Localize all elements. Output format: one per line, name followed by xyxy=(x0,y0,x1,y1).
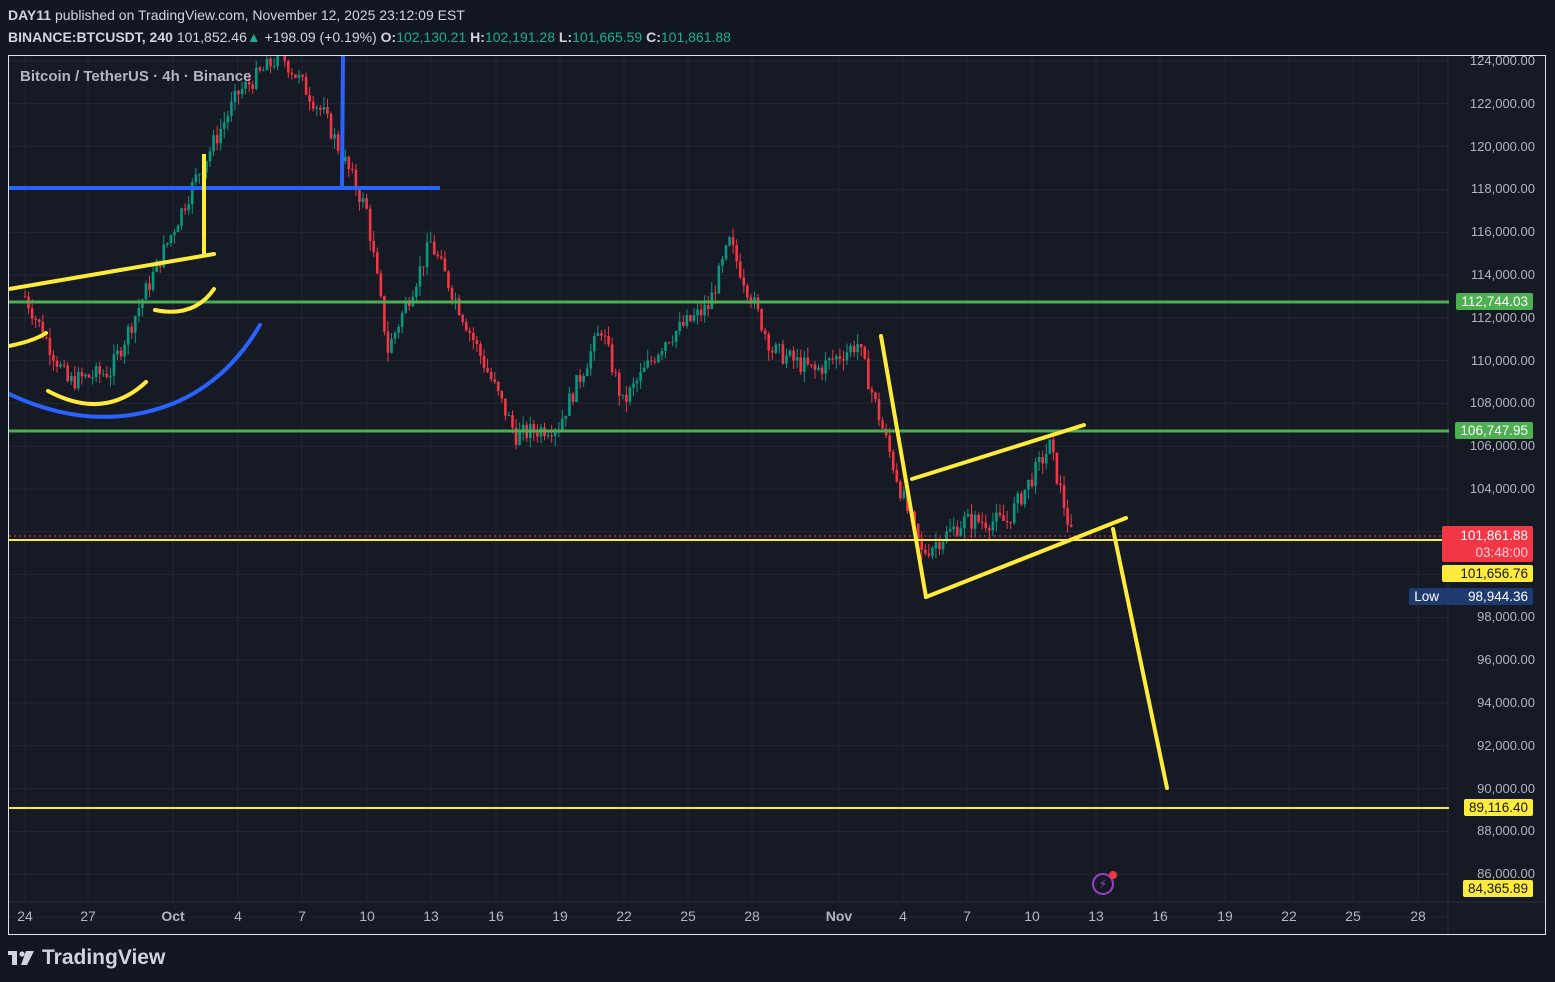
price-tag-106747: 106,747.95 xyxy=(1455,422,1533,439)
bar-countdown: 03:48:00 xyxy=(1475,545,1528,560)
yellow-arc-3 xyxy=(153,287,216,314)
open-label: O: xyxy=(380,29,397,45)
price-axis-tick: 124,000.00 xyxy=(1469,55,1535,68)
price-tag-84365: 84,365.89 xyxy=(1462,880,1533,897)
yellow-arc-2 xyxy=(46,380,148,407)
time-axis-tick: 16 xyxy=(1152,908,1168,924)
current-price-tag: 101,861.88 03:48:00 xyxy=(1442,526,1533,562)
price-axis-tick: 106,000.00 xyxy=(1469,438,1535,454)
low-value: 101,665.59 xyxy=(572,29,643,45)
time-axis-tick: Nov xyxy=(825,908,853,924)
time-axis-tick: 4 xyxy=(899,908,907,924)
close-value: 101,861.88 xyxy=(660,29,731,45)
price-axis-tick: 86,000.00 xyxy=(1477,866,1535,882)
time-axis-tick: 19 xyxy=(552,908,568,924)
price-axis-tick: 98,000.00 xyxy=(1477,609,1535,625)
time-axis-tick: 22 xyxy=(1281,908,1297,924)
price-axis-tick: 110,000.00 xyxy=(1470,352,1535,368)
yellow-arc-1 xyxy=(9,331,48,348)
chart-canvas[interactable] xyxy=(9,56,1546,935)
chart-legend-title[interactable]: Bitcoin / TetherUS · 4h · Binance xyxy=(20,68,252,85)
price-axis-tick: 104,000.00 xyxy=(1469,481,1535,496)
price-change: +198.09 (+0.19%) xyxy=(264,29,377,45)
lightning-alert-icon[interactable]: ⚡ xyxy=(1092,871,1117,895)
high-label: H: xyxy=(470,29,485,45)
price-axis-tick: 114,000.00 xyxy=(1470,267,1535,282)
time-axis-tick: 25 xyxy=(1345,908,1361,924)
price-tag-89116: 89,116.40 xyxy=(1463,799,1533,816)
price-axis-tick: 120,000.00 xyxy=(1469,138,1535,154)
time-axis-tick: 10 xyxy=(1024,908,1040,924)
last-price: 101,852.46 xyxy=(176,29,247,45)
time-axis-tick: 10 xyxy=(359,908,375,924)
grid-lines xyxy=(9,56,1448,918)
high-value: 102,191.28 xyxy=(484,29,556,45)
time-axis-tick: 7 xyxy=(298,908,306,924)
ohlc-bar: BINANCE:BTCUSDT, 240 101,852.46▲ +198.09… xyxy=(8,29,731,45)
blue-arc xyxy=(9,323,262,419)
time-axis-tick: 28 xyxy=(744,908,760,924)
low-label-tag: Low xyxy=(1409,588,1444,605)
price-axis-tick: 122,000.00 xyxy=(1469,95,1535,111)
time-axis-tick: 16 xyxy=(488,908,504,924)
chart-frame[interactable]: Bitcoin / TetherUS · 4h · Binance 124,00… xyxy=(8,55,1546,935)
time-axis-tick: 4 xyxy=(234,908,242,924)
price-tag-101656: 101,656.76 xyxy=(1442,565,1533,582)
price-axis-tick: 94,000.00 xyxy=(1477,695,1535,710)
blue-vertical-line xyxy=(340,56,345,187)
time-axis-tick: 28 xyxy=(1410,908,1426,924)
notification-dot xyxy=(1109,871,1117,879)
yellow-channel-upper xyxy=(910,423,1086,481)
tradingview-logo-icon xyxy=(8,951,34,965)
yellow-trendline-left xyxy=(9,252,216,291)
price-axis-tick: 90,000.00 xyxy=(1477,780,1535,796)
price-axis-tick: 92,000.00 xyxy=(1477,737,1535,753)
current-price-value: 101,861.88 xyxy=(1460,528,1528,543)
time-axis-tick: 27 xyxy=(80,908,96,924)
time-axis-tick: 22 xyxy=(616,908,632,924)
time-axis-tick: 19 xyxy=(1217,908,1233,924)
low-label: L: xyxy=(558,29,573,45)
brand-name: TradingView xyxy=(42,946,166,969)
price-axis-tick: 88,000.00 xyxy=(1477,823,1535,839)
price-axis-tick: 112,000.00 xyxy=(1470,309,1535,325)
tradingview-logo[interactable]: TradingView xyxy=(8,946,165,970)
price-axis-tick: 118,000.00 xyxy=(1470,181,1535,197)
time-axis-tick: Oct xyxy=(161,908,185,924)
price-tag-112744: 112,744.03 xyxy=(1456,293,1533,310)
time-axis-tick: 24 xyxy=(17,908,33,924)
open-value: 102,130.21 xyxy=(396,29,467,45)
close-label: C: xyxy=(646,29,661,45)
low-value-tag: 98,944.36 xyxy=(1442,588,1533,605)
price-axis-tick: 96,000.00 xyxy=(1477,652,1535,668)
time-axis-tick: 13 xyxy=(1088,908,1104,924)
price-axis-tick: 116,000.00 xyxy=(1470,224,1535,240)
publish-info: DAY11 published on TradingView.com, Nove… xyxy=(8,7,465,23)
published-text: published on TradingView.com, November 1… xyxy=(54,7,465,23)
symbol-label: BINANCE:BTCUSDT, 240 xyxy=(8,29,173,45)
price-axis-tick: 108,000.00 xyxy=(1469,395,1535,411)
time-axis-tick: 13 xyxy=(423,908,439,924)
author-name[interactable]: DAY11 xyxy=(8,7,52,23)
yellow-projection-line xyxy=(1111,527,1169,790)
time-axis-tick: 7 xyxy=(963,908,971,924)
time-axis-tick: 25 xyxy=(680,908,696,924)
yellow-flagpole xyxy=(879,334,928,599)
candlesticks xyxy=(23,56,1073,560)
yellow-channel-lower xyxy=(924,516,1128,599)
up-arrow-icon: ▲ xyxy=(246,29,261,45)
